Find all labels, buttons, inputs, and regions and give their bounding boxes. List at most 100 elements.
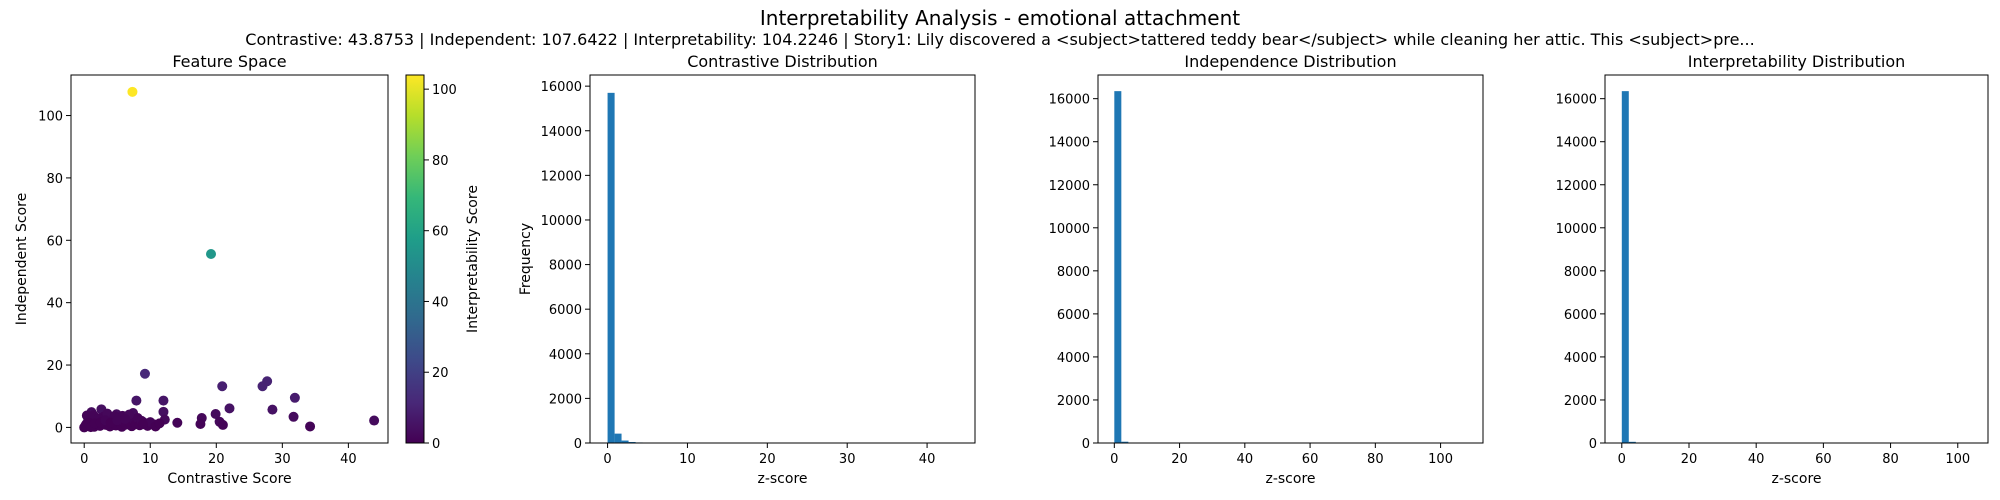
x-axis-label: z-score: [1771, 471, 1821, 487]
y-tick-label: 14000: [1049, 136, 1090, 151]
x-tick-label: 0: [80, 452, 88, 467]
y-tick-label: 10000: [1556, 222, 1597, 237]
subplot-title: Independence Distribution: [1184, 52, 1396, 71]
y-tick-label: 8000: [1564, 265, 1597, 280]
colorbar-tick-label: 100: [432, 83, 457, 98]
y-tick-label: 100: [38, 110, 63, 125]
x-tick-label: 20: [208, 452, 225, 467]
scatter-point: [267, 404, 278, 415]
y-tick-label: 0: [574, 437, 582, 452]
scatter-point: [195, 418, 206, 429]
axes-frame: [70, 74, 389, 444]
y-tick-label: 40: [46, 297, 63, 312]
x-tick-label: 40: [919, 452, 936, 467]
scatter-point: [120, 413, 131, 424]
y-tick-label: 4000: [549, 348, 582, 363]
y-tick-label: 2000: [1057, 394, 1090, 409]
subplot-title: Interpretability Distribution: [1688, 52, 1906, 71]
y-tick-label: 60: [46, 234, 63, 249]
scatter-point: [289, 392, 300, 403]
scatter-point: [217, 419, 228, 430]
y-tick-label: 6000: [1564, 308, 1597, 323]
colorbar: 0 20 40 60 80 100 Interpretability Score: [405, 74, 481, 452]
colorbar-label: Interpretability Score: [465, 185, 481, 333]
x-tick-label: 30: [274, 452, 291, 467]
figure-title: Interpretability Analysis - emotional at…: [760, 6, 1240, 30]
y-tick-label: 14000: [541, 125, 582, 140]
x-tick-label: 10: [142, 452, 159, 467]
y-tick-label: 10000: [1049, 222, 1090, 237]
scatter-point: [257, 381, 268, 392]
y-axis-label: Independent Score: [14, 193, 30, 325]
subplot-1: 0 10 20 30 40 0 20 40 60 80 100 Feature Space Contra…: [14, 52, 481, 487]
colorbar-tick-label: 20: [432, 366, 449, 381]
scatter-point: [172, 417, 183, 428]
y-tick-label: 16000: [541, 80, 582, 95]
colorbar-tick-label: 40: [432, 295, 449, 310]
axes-frame: [1604, 74, 1989, 444]
subplot-3: 0 20 40 60 80 100 0 2000 4000 6000 8000 10000 12000 1…: [1049, 52, 1484, 487]
scatter-point: [369, 415, 380, 426]
histogram-bar: [614, 433, 622, 443]
y-tick-label: 12000: [541, 169, 582, 184]
figure-subtitle: Contrastive: 43.8753 | Independent: 107.…: [245, 30, 1754, 49]
x-tick-label: 100: [1428, 452, 1453, 467]
colorbar-tick-label: 0: [432, 437, 440, 452]
x-tick-label: 20: [1171, 452, 1188, 467]
scatter-point: [224, 403, 235, 414]
y-tick-label: 0: [1082, 437, 1090, 452]
scatter-point: [217, 381, 228, 392]
scatter-point: [139, 368, 150, 379]
histogram-bar: [1114, 91, 1122, 443]
y-tick-label: 12000: [1049, 179, 1090, 194]
y-tick-label: 2000: [549, 392, 582, 407]
scatter-point: [131, 395, 142, 406]
x-tick-label: 10: [679, 452, 696, 467]
y-tick-label: 8000: [549, 259, 582, 274]
scatter-point: [158, 406, 169, 417]
subplot-title: Feature Space: [172, 52, 286, 71]
x-tick-label: 20: [759, 452, 776, 467]
axes-frame: [589, 74, 976, 444]
y-tick-label: 8000: [1057, 265, 1090, 280]
subplot-4: 0 20 40 60 80 100 0 2000 4000 6000 8000 10000 12000 1…: [1556, 52, 1989, 487]
y-tick-label: 4000: [1564, 351, 1597, 366]
y-tick-label: 14000: [1556, 136, 1597, 151]
scatter-point: [112, 415, 123, 426]
y-tick-label: 6000: [1057, 308, 1090, 323]
y-tick-label: 0: [1589, 437, 1597, 452]
histogram-bar: [607, 92, 615, 444]
x-tick-label: 80: [1367, 452, 1384, 467]
x-tick-label: 0: [1618, 452, 1626, 467]
y-tick-label: 10000: [541, 214, 582, 229]
y-tick-label: 16000: [1049, 93, 1090, 108]
x-tick-label: 40: [1237, 452, 1254, 467]
x-tick-label: 20: [1681, 452, 1698, 467]
histogram-bar: [1628, 441, 1636, 443]
x-tick-label: 100: [1945, 452, 1970, 467]
y-tick-label: 16000: [1556, 93, 1597, 108]
colorbar-gradient: [405, 74, 425, 444]
y-tick-label: 12000: [1556, 179, 1597, 194]
x-axis-label: z-score: [757, 471, 807, 487]
subplot-2: 0 10 20 30 40 0 2000 4000 6000 8000 10000 12000 1400…: [518, 52, 976, 487]
scatter-point: [288, 411, 299, 422]
y-tick-label: 4000: [1057, 351, 1090, 366]
scatter-point: [206, 249, 217, 260]
x-tick-label: 40: [340, 452, 357, 467]
colorbar-tick-label: 60: [432, 225, 449, 240]
x-tick-label: 60: [1302, 452, 1319, 467]
x-tick-label: 60: [1815, 452, 1832, 467]
scatter-point: [158, 395, 169, 406]
x-tick-label: 0: [1110, 452, 1118, 467]
y-tick-label: 0: [55, 421, 63, 436]
y-tick-label: 20: [46, 359, 63, 374]
y-tick-label: 80: [46, 172, 63, 187]
x-tick-label: 40: [1748, 452, 1765, 467]
scatter-point: [154, 418, 165, 429]
histogram-bar: [1121, 441, 1129, 443]
scatter-point: [305, 421, 316, 432]
x-tick-label: 80: [1882, 452, 1899, 467]
